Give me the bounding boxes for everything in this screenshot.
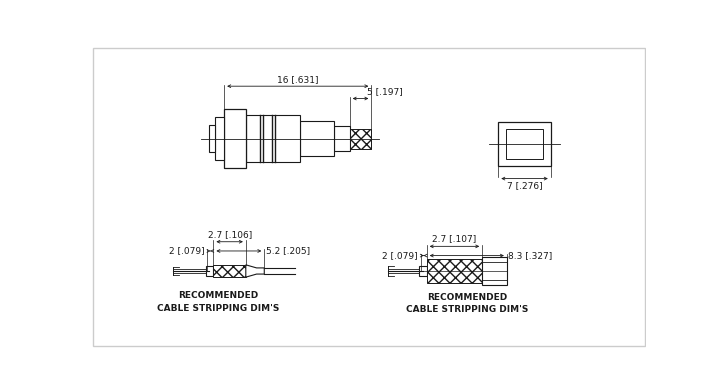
Bar [419, 265, 427, 276]
Bar [427, 259, 482, 283]
Text: 8.3 [.327]: 8.3 [.327] [508, 251, 553, 260]
Text: RECOMMENDED
CABLE STRIPPING DIM'S: RECOMMENDED CABLE STRIPPING DIM'S [157, 291, 279, 312]
Text: 2 [.079]: 2 [.079] [168, 246, 204, 255]
Bar [334, 126, 350, 151]
Text: 16 [.631]: 16 [.631] [277, 75, 318, 84]
Bar [300, 121, 334, 156]
Bar [224, 109, 246, 168]
Text: 2.7 [.107]: 2.7 [.107] [432, 234, 477, 243]
Text: 2.7 [.106]: 2.7 [.106] [207, 230, 252, 239]
Text: 5.2 [.205]: 5.2 [.205] [266, 246, 310, 255]
Bar [506, 129, 543, 159]
Text: 2 [.079]: 2 [.079] [382, 251, 418, 260]
Bar [350, 129, 372, 149]
Text: 5 [.197]: 5 [.197] [366, 87, 402, 96]
Text: RECOMMENDED
CABLE STRIPPING DIM'S: RECOMMENDED CABLE STRIPPING DIM'S [405, 292, 528, 314]
Bar [213, 265, 246, 277]
Polygon shape [246, 265, 264, 277]
Bar [498, 122, 551, 166]
Bar [215, 117, 224, 160]
Bar [209, 125, 215, 152]
Text: 7 [.276]: 7 [.276] [507, 181, 542, 190]
Bar [246, 115, 300, 161]
Bar [206, 266, 213, 276]
Bar [482, 257, 507, 285]
